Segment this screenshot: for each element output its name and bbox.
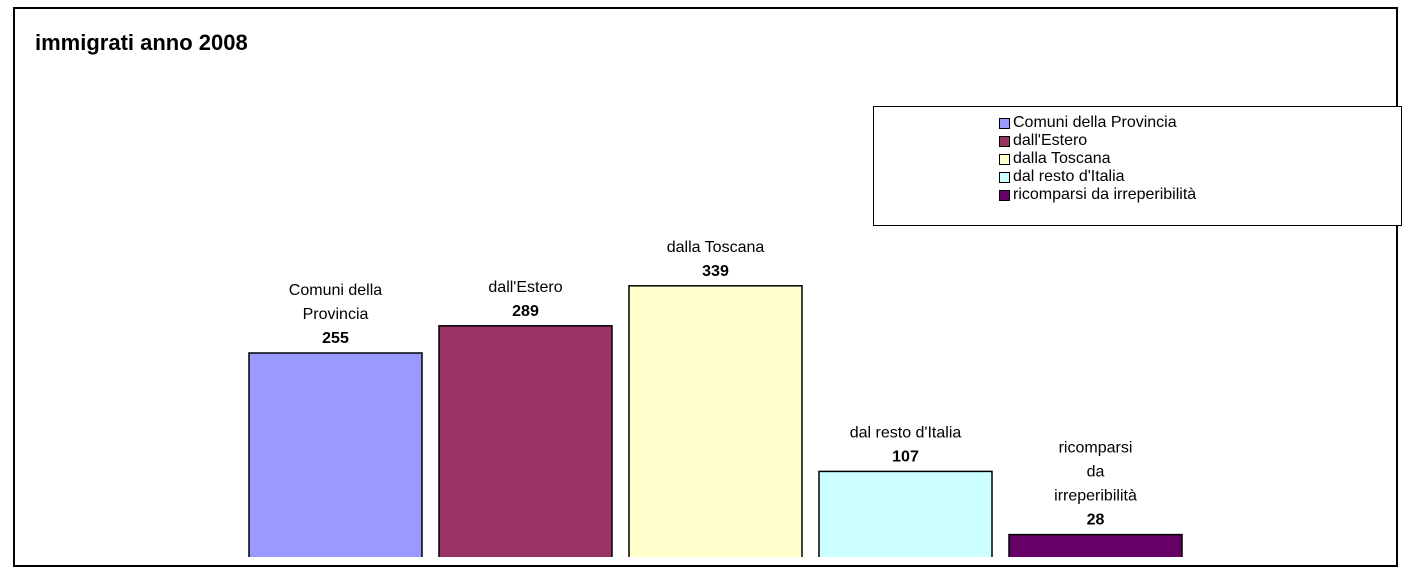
category-label-5-line-2: da	[1087, 464, 1105, 481]
legend-label-3: dalla Toscana	[1013, 150, 1111, 167]
value-label-1: 255	[322, 330, 349, 347]
value-label-2: 289	[512, 303, 539, 320]
legend-label-2: dall'Estero	[1013, 132, 1088, 149]
value-label-5: 28	[1087, 512, 1105, 529]
legend-label-4: dal resto d'Italia	[1013, 168, 1125, 185]
legend-label-5: ricomparsi da irreperibilità	[1013, 186, 1197, 203]
category-label-3-line-1: dalla Toscana	[667, 239, 765, 256]
category-label-4-line-1: dal resto d'Italia	[850, 424, 962, 441]
category-label-1-line-2: Provincia	[303, 306, 369, 323]
legend-list: Comuni della Provincia dall'Estero dalla T…	[999, 114, 1196, 204]
legend-item-2: dall'Estero	[999, 132, 1196, 150]
bar-1	[248, 352, 423, 557]
legend-item-4: dal resto d'Italia	[999, 168, 1196, 186]
category-label-1-line-1: Comuni della	[289, 282, 382, 299]
bar-2	[438, 325, 613, 557]
legend-swatch-4	[999, 171, 1010, 183]
value-label-4: 107	[892, 448, 919, 465]
category-label-5-line-3: irreperibilità	[1054, 488, 1137, 505]
legend-item-1: Comuni della Provincia	[999, 114, 1196, 132]
category-label-2-line-1: dall'Estero	[488, 279, 562, 296]
category-label-5-line-1: ricomparsi	[1059, 440, 1133, 457]
legend-item-5: ricomparsi da irreperibilità	[999, 186, 1196, 204]
chart-title: immigrati anno 2008	[35, 30, 248, 55]
legend-swatch-1	[999, 117, 1010, 129]
legend-swatch-3	[999, 153, 1010, 165]
legend-label-1: Comuni della Provincia	[1013, 114, 1177, 131]
bar-3	[628, 285, 803, 557]
bar-4	[818, 470, 993, 557]
legend: Comuni della Provincia dall'Estero dalla T…	[873, 106, 1402, 226]
value-label-3: 339	[702, 263, 729, 280]
legend-item-3: dalla Toscana	[999, 150, 1196, 168]
legend-swatch-5	[999, 189, 1010, 201]
bar-5	[1008, 533, 1183, 557]
legend-swatch-2	[999, 135, 1010, 147]
